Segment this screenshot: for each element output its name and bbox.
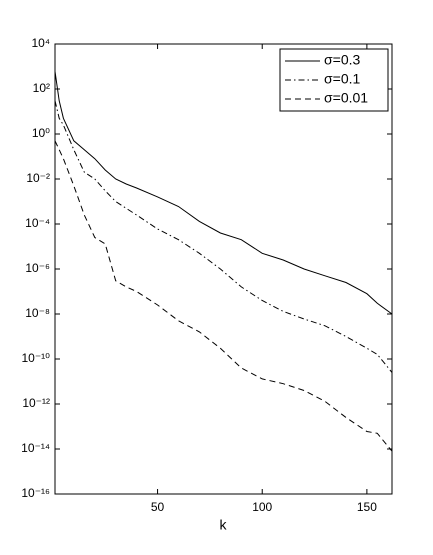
y-tick-label: 10⁻² (26, 171, 50, 185)
x-tick-label: 100 (252, 500, 272, 514)
legend-label: σ=0.1 (324, 71, 360, 87)
y-tick-label: 10⁻⁸ (25, 306, 50, 320)
plot-frame (54, 43, 393, 495)
series-line (54, 100, 393, 373)
y-tick-label: 10² (33, 81, 50, 95)
legend-label: σ=0.01 (324, 90, 368, 106)
y-tick-label: 10⁰ (32, 126, 50, 140)
y-tick-label: 10⁴ (31, 36, 50, 50)
series-line (54, 71, 393, 315)
y-tick-label: 10⁻⁴ (25, 216, 50, 230)
x-axis-label: k (220, 517, 228, 533)
y-tick-label: 10⁻¹² (22, 396, 50, 410)
x-tick-label: 50 (151, 500, 165, 514)
legend-label: σ=0.3 (324, 52, 360, 68)
x-tick-label: 150 (357, 500, 377, 514)
y-tick-label: 10⁻¹⁰ (22, 351, 51, 365)
y-tick-label: 10⁻¹⁴ (21, 441, 50, 455)
legend-box (279, 48, 389, 112)
y-tick-label: 10⁻⁶ (25, 261, 50, 275)
y-tick-label: 10⁻¹⁶ (21, 486, 50, 500)
